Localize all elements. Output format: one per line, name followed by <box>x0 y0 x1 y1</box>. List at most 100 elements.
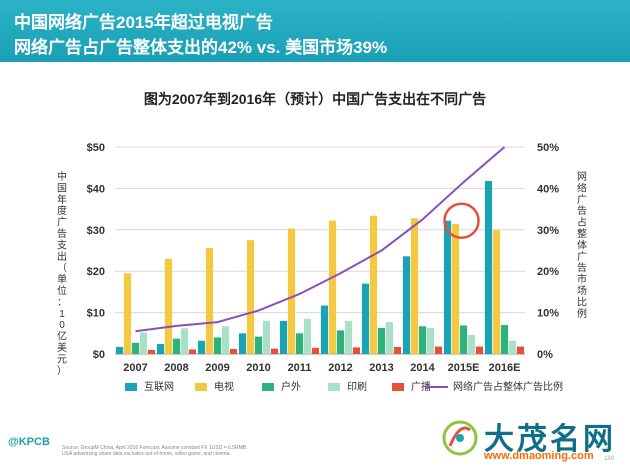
legend-label: 户外 <box>281 380 301 393</box>
y2-tick-label: 50% <box>537 142 559 154</box>
legend-label: 互联网 <box>144 381 174 393</box>
y2-tick-label: 0% <box>537 349 553 361</box>
y-tick-label: $30 <box>87 225 105 237</box>
y2-tick-label: 40% <box>537 183 559 195</box>
watermark-domain: www.dmaoming.com <box>484 450 594 462</box>
bar <box>516 346 525 354</box>
bar <box>213 337 222 354</box>
legend-label: 网络广告占整体广告比例 <box>453 380 563 393</box>
legend-swatch <box>262 383 274 391</box>
bar <box>229 349 238 354</box>
bar <box>262 320 271 354</box>
bar <box>164 258 173 354</box>
legend-label: 印刷 <box>347 381 367 393</box>
legend-swatch <box>125 383 137 391</box>
bar <box>246 240 255 354</box>
x-tick-label: 2007 <box>123 362 147 374</box>
bar <box>336 330 345 354</box>
y-axis-label: 中国年度广告支出（单位： 1 0 亿美元） <box>57 170 67 377</box>
legend-swatch <box>195 383 207 391</box>
bar <box>238 333 247 354</box>
y2-tick-label: 20% <box>537 266 559 278</box>
bar <box>156 344 165 354</box>
bar <box>254 336 263 354</box>
bar <box>467 334 476 354</box>
x-tick-label: 2014 <box>410 362 435 374</box>
bar <box>434 346 443 354</box>
bar <box>320 305 329 354</box>
bar <box>270 348 279 354</box>
bar <box>508 340 517 354</box>
bar <box>221 326 230 354</box>
chart-title: 图为2007年到2016年（预计）中国广告支出在不同广告 <box>144 91 486 107</box>
bar <box>188 349 197 354</box>
y-tick-label: $10 <box>87 308 105 320</box>
y2-tick-label: 10% <box>537 308 559 320</box>
bar <box>311 347 320 354</box>
bar <box>385 322 394 354</box>
chart: 图为2007年到2016年（预计）中国广告支出在不同广告 $0 $10 $20 $30… <box>57 91 587 393</box>
bar <box>147 349 156 354</box>
y-tick-label: $20 <box>87 266 105 278</box>
legend-swatch <box>328 383 340 391</box>
bar <box>402 256 411 354</box>
x-tick-label: 2008 <box>164 362 188 374</box>
bar <box>139 332 148 354</box>
bar <box>131 342 140 354</box>
header-banner: 中国网络广告2015年超过电视广告 网络广告占广告整体支出的42% vs. 美国… <box>0 0 630 62</box>
bar <box>377 327 386 354</box>
bar <box>418 326 427 354</box>
bar <box>426 327 435 354</box>
x-tick-label: 2010 <box>246 362 270 374</box>
bar <box>303 318 312 354</box>
bar <box>328 220 337 354</box>
highlight-circle <box>443 202 480 239</box>
bar <box>492 230 501 354</box>
footnote: Source: GroupM China, April 2016 Forecas… <box>62 445 302 457</box>
bar <box>197 340 206 354</box>
bar <box>451 224 460 354</box>
x-tick-label: 2015E <box>448 362 480 374</box>
bar <box>369 215 378 354</box>
bar <box>352 347 361 354</box>
bar <box>410 218 419 354</box>
bar <box>205 248 214 354</box>
bar <box>443 220 452 354</box>
bar <box>361 283 370 354</box>
footnote-source: Source: GroupM China, April 2016 Forecas… <box>62 445 248 451</box>
y-tick-label: $50 <box>87 142 105 154</box>
y2-tick-label: 30% <box>537 225 559 237</box>
brand-label: @KPCB <box>8 436 50 448</box>
x-tick-label: 2016E <box>489 362 521 374</box>
bar <box>459 325 468 354</box>
bar <box>475 346 484 354</box>
watermark: 大茂名网 www.dmaoming.com <box>440 412 625 470</box>
bar <box>115 346 124 354</box>
bar <box>344 320 353 354</box>
legend-label: 电视 <box>214 380 234 393</box>
x-tick-label: 2011 <box>288 362 312 374</box>
header-subtitle: 网络广告占广告整体支出的42% vs. 美国市场39% <box>14 38 388 57</box>
header-title: 中国网络广告2015年超过电视广告 <box>14 13 273 32</box>
bar <box>172 338 181 354</box>
footnote-note: USA advertising share data excludes out-… <box>62 451 231 457</box>
bar <box>393 346 402 354</box>
watermark-text: 大茂名网 <box>484 422 616 457</box>
share-line <box>135 146 506 333</box>
bar <box>180 328 189 354</box>
x-tick-label: 2013 <box>369 362 393 374</box>
y-tick-label: $0 <box>93 349 105 361</box>
x-tick-label: 2009 <box>205 362 229 374</box>
bar <box>295 333 304 354</box>
bar <box>123 273 132 354</box>
bar <box>287 228 296 354</box>
page-number: 189 <box>604 456 615 462</box>
x-tick-label: 2012 <box>328 362 352 374</box>
legend-label: 广播 <box>411 380 431 393</box>
watermark-logo-icon <box>442 420 478 456</box>
bar <box>484 180 493 354</box>
y-tick-label: $40 <box>87 183 105 195</box>
bar <box>500 325 509 354</box>
bar <box>279 320 288 354</box>
y2-axis-label: 网络广告占整体广告市场比例 <box>577 171 587 320</box>
